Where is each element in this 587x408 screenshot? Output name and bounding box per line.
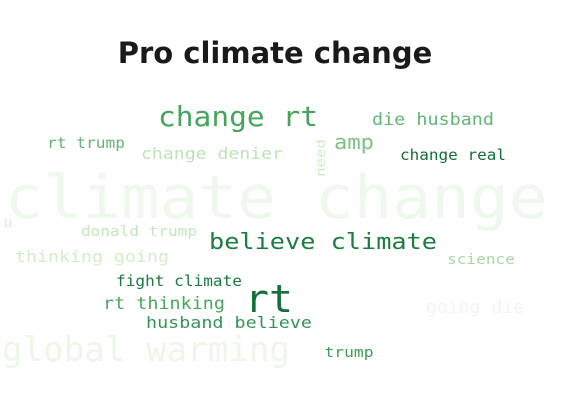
word-fight-climate: fight climate [116,272,242,290]
word-change-denier: change denier [141,144,283,163]
word-u: u [4,215,13,231]
word-donald-trump: donald trump [81,224,197,240]
word-husband-believe: husband believe [146,313,312,332]
word-science: science [447,252,515,268]
word-rt-thinking: rt thinking [103,294,225,314]
word-going-die: going die [426,297,524,318]
chart-title: Pro climate change [117,36,433,70]
word-need: need [314,139,328,177]
word-rt: rt [245,277,293,321]
word-climate-change: climate change [5,163,548,233]
word-global-warming: global warming [2,330,290,370]
word-believe-climate: believe climate [209,230,437,255]
word-trump: trump [325,345,374,361]
word-rt-trump: rt trump [47,134,125,152]
word-die-husband: die husband [372,110,494,130]
word-amp: amp [334,130,374,154]
word-thinking-going: thinking going [15,247,169,266]
word-change-real: change real [400,146,506,164]
word-change-rt: change rt [158,100,318,133]
